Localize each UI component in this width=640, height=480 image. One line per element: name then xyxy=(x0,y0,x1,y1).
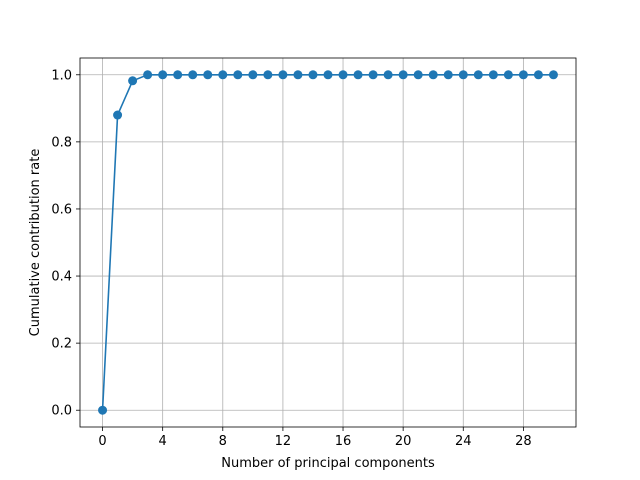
y-tick-label: 0.2 xyxy=(51,337,72,352)
data-point xyxy=(383,70,393,80)
data-point xyxy=(173,70,183,80)
data-point xyxy=(338,70,348,80)
data-point xyxy=(203,70,213,80)
data-point xyxy=(503,70,513,80)
y-tick-label: 0.4 xyxy=(51,270,72,285)
data-point xyxy=(113,110,123,120)
data-point xyxy=(458,70,468,80)
data-point xyxy=(128,76,138,86)
series-layer xyxy=(98,70,558,415)
x-tick-label: 8 xyxy=(219,434,227,449)
y-tick-label: 0.8 xyxy=(51,135,72,150)
data-point xyxy=(533,70,543,80)
data-point xyxy=(428,70,438,80)
data-point xyxy=(263,70,273,80)
x-tick-label: 16 xyxy=(335,434,352,449)
data-point xyxy=(548,70,558,80)
data-point xyxy=(98,405,108,415)
data-point xyxy=(398,70,408,80)
x-tick-label: 20 xyxy=(395,434,412,449)
data-point xyxy=(413,70,423,80)
x-tick-label: 0 xyxy=(98,434,106,449)
x-tick-label: 12 xyxy=(275,434,292,449)
y-axis-label: Cumulative contribution rate xyxy=(28,149,43,337)
data-point xyxy=(248,70,258,80)
y-axis: 0.0 0.2 0.4 0.6 0.8 1.0 xyxy=(51,68,80,419)
data-point xyxy=(143,70,153,80)
data-point xyxy=(278,70,288,80)
x-tick-label: 4 xyxy=(159,434,167,449)
data-point xyxy=(188,70,198,80)
data-point xyxy=(218,70,228,80)
data-point xyxy=(473,70,483,80)
data-point xyxy=(233,70,243,80)
data-point xyxy=(293,70,303,80)
data-point xyxy=(443,70,453,80)
x-axis: 0 4 8 12 16 20 24 28 xyxy=(98,427,532,449)
plot-frame xyxy=(79,57,577,428)
data-point xyxy=(368,70,378,80)
data-point xyxy=(488,70,498,80)
x-tick-label: 24 xyxy=(455,434,472,449)
data-point xyxy=(158,70,168,80)
y-tick-label: 1.0 xyxy=(51,68,72,83)
y-tick-label: 0.0 xyxy=(51,404,72,419)
x-tick-label: 28 xyxy=(515,434,532,449)
x-axis-label: Number of principal components xyxy=(221,456,435,471)
data-point xyxy=(353,70,363,80)
data-point xyxy=(308,70,318,80)
y-tick-label: 0.6 xyxy=(51,202,72,217)
data-point xyxy=(323,70,333,80)
data-point xyxy=(518,70,528,80)
